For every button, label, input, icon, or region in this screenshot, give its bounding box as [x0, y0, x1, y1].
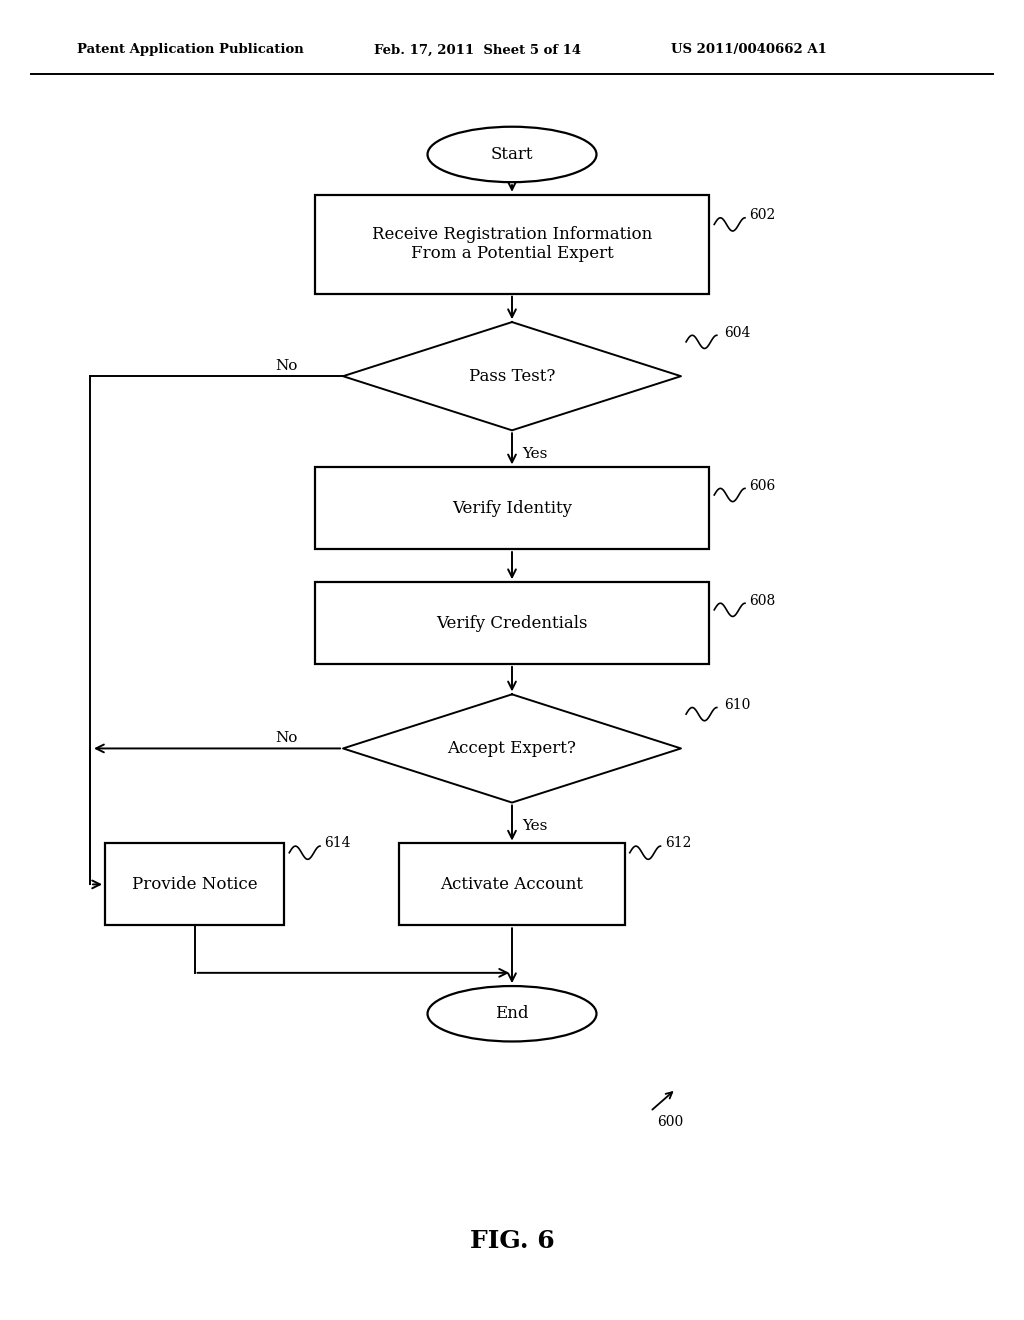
- Text: 612: 612: [665, 837, 691, 850]
- Bar: [315, 582, 709, 664]
- Bar: [315, 467, 709, 549]
- Text: Verify Identity: Verify Identity: [452, 500, 572, 516]
- Text: End: End: [496, 1006, 528, 1022]
- Text: Provide Notice: Provide Notice: [132, 876, 257, 892]
- Text: Start: Start: [490, 147, 534, 162]
- Text: 608: 608: [750, 594, 775, 607]
- Text: 602: 602: [750, 209, 775, 222]
- Text: FIG. 6: FIG. 6: [470, 1229, 554, 1253]
- Text: 606: 606: [750, 479, 775, 492]
- Bar: [399, 843, 625, 925]
- Text: 604: 604: [724, 326, 751, 339]
- Text: US 2011/0040662 A1: US 2011/0040662 A1: [671, 44, 826, 57]
- Text: Pass Test?: Pass Test?: [469, 368, 555, 384]
- Text: No: No: [275, 731, 298, 744]
- Text: Yes: Yes: [522, 447, 547, 461]
- Text: 610: 610: [724, 698, 751, 711]
- Text: 614: 614: [325, 837, 350, 850]
- Text: Accept Expert?: Accept Expert?: [447, 741, 577, 756]
- Text: No: No: [275, 359, 298, 372]
- Text: Feb. 17, 2011  Sheet 5 of 14: Feb. 17, 2011 Sheet 5 of 14: [374, 44, 581, 57]
- Text: Patent Application Publication: Patent Application Publication: [77, 44, 303, 57]
- Bar: [105, 843, 284, 925]
- Text: Verify Credentials: Verify Credentials: [436, 615, 588, 631]
- Text: Activate Account: Activate Account: [440, 876, 584, 892]
- Text: 600: 600: [657, 1115, 684, 1129]
- Bar: [315, 195, 709, 294]
- Text: Receive Registration Information
From a Potential Expert: Receive Registration Information From a …: [372, 226, 652, 263]
- Text: Yes: Yes: [522, 820, 547, 833]
